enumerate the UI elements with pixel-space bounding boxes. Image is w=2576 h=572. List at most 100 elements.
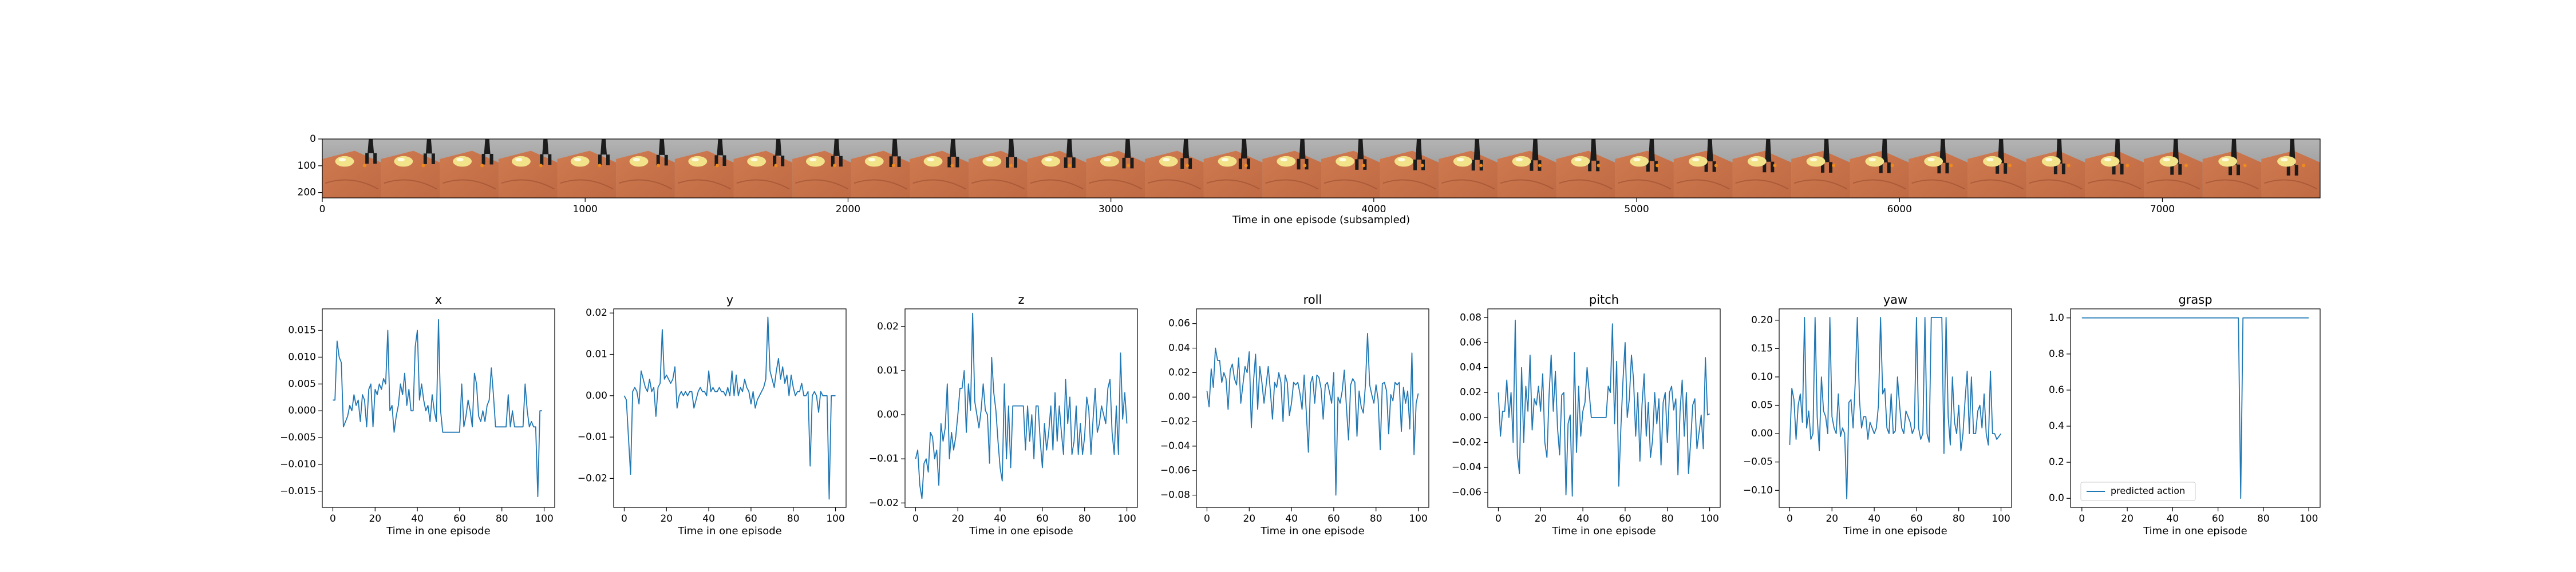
x-tick-label: 80 (2257, 513, 2270, 525)
y-tick-label: 0.00 (1460, 412, 1481, 423)
frame-thumbnail (2202, 139, 2262, 198)
frame-thumbnail (557, 139, 617, 198)
plot-pitch: pitch 0 20 40 60 80 100 −0.06 −0.04 −0.02 0.00 0.02… (1452, 293, 1721, 537)
plot-title: y (726, 293, 733, 307)
x-axis-label: Time in one episode (2143, 525, 2247, 537)
frame-thumbnail (1262, 139, 1322, 198)
x-tick-label: 20 (369, 513, 381, 525)
y-tick-label: 0.04 (1460, 362, 1481, 374)
y-tick-label: 0.02 (877, 321, 899, 332)
y-tick-label: −0.02 (578, 472, 607, 484)
x-tick-label: 0 (1787, 513, 1793, 525)
y-tick-label: 0.06 (1460, 337, 1481, 348)
x-tick-label: 0 (912, 513, 919, 525)
x-axis-label: Time in one episode (386, 525, 491, 537)
plot-title: z (1018, 293, 1024, 307)
x-tick-label: 0 (330, 513, 336, 525)
x-tick-label: 20 (1826, 513, 1838, 525)
strip-y-tick-label: 200 (298, 187, 316, 198)
plot-title: grasp (2178, 293, 2212, 307)
strip-x-tick-label: 4000 (1361, 204, 1386, 215)
y-tick-label: 0.2 (2049, 456, 2064, 468)
series-line (333, 319, 542, 498)
x-tick-label: 20 (1243, 513, 1255, 525)
y-tick-label: 0.4 (2049, 420, 2064, 432)
plot-title: pitch (1589, 293, 1619, 307)
y-tick-label: 0.05 (1751, 400, 1773, 411)
frame-thumbnail (969, 139, 1028, 198)
y-tick-label: −0.04 (1160, 440, 1190, 452)
y-tick-label: 0.00 (877, 409, 899, 420)
plot-frame (613, 308, 847, 508)
plot-frame (1779, 308, 2012, 508)
y-tick-label: 0.02 (1460, 387, 1481, 398)
x-tick-label: 40 (1285, 513, 1298, 525)
frame-thumbnail (792, 139, 852, 198)
x-tick-label: 20 (660, 513, 673, 525)
frame-thumbnail (851, 139, 910, 198)
plot-frame (1196, 308, 1429, 508)
y-tick-label: 1.0 (2049, 312, 2064, 324)
frame-thumbnail (2026, 139, 2085, 198)
frame-thumbnail (2085, 139, 2144, 198)
x-tick-label: 100 (1700, 513, 1718, 525)
frame-thumbnail (733, 139, 793, 198)
x-tick-label: 80 (496, 513, 508, 525)
y-tick-label: 0.08 (1460, 312, 1481, 323)
strip-y-tick-label: 0 (310, 133, 316, 145)
y-tick-label: 0.20 (1751, 315, 1773, 326)
frame-thumbnail (1909, 139, 1968, 198)
legend-label: predicted action (2111, 486, 2185, 496)
y-tick-label: 0.005 (288, 378, 316, 390)
frame-thumbnail (1673, 139, 1733, 198)
x-tick-label: 40 (411, 513, 424, 525)
y-tick-label: 0.00 (1168, 391, 1190, 403)
y-tick-label: −0.02 (1452, 437, 1481, 448)
x-tick-label: 40 (2167, 513, 2179, 525)
series-line (1498, 319, 1710, 497)
x-tick-label: 20 (2121, 513, 2134, 525)
y-tick-label: 0.01 (586, 349, 607, 360)
y-tick-label: −0.06 (1160, 465, 1190, 476)
x-tick-label: 60 (453, 513, 466, 525)
x-tick-label: 60 (1036, 513, 1049, 525)
frame-thumbnail (1850, 139, 1909, 198)
y-tick-label: −0.06 (1452, 487, 1481, 498)
x-tick-label: 20 (1534, 513, 1547, 525)
x-tick-label: 100 (1117, 513, 1136, 525)
frame-thumbnail (381, 139, 440, 198)
x-axis-label: Time in one episode (1260, 525, 1365, 537)
x-axis-label: Time in one episode (1843, 525, 1947, 537)
x-tick-label: 40 (994, 513, 1006, 525)
frames (322, 139, 2320, 198)
series-line (2081, 317, 2309, 499)
x-tick-label: 0 (2079, 513, 2085, 525)
frame-thumbnail (322, 139, 382, 198)
x-tick-label: 80 (1078, 513, 1091, 525)
plot-yaw: yaw 0 20 40 60 80 100 −0.10 −0.05 0.00 0.05 0.10 0.1… (1743, 293, 2012, 537)
x-tick-label: 60 (2212, 513, 2225, 525)
plot-title: yaw (1883, 293, 1907, 307)
frame-thumbnail (1556, 139, 1615, 198)
plot-title: x (435, 293, 442, 307)
strip-frame (322, 138, 2321, 198)
y-tick-label: 0.15 (1751, 343, 1773, 354)
strip-x-tick-label: 2000 (836, 204, 860, 215)
frame-thumbnail (2144, 139, 2203, 198)
strip-x-tick-label: 0 (319, 204, 326, 215)
series-line (1789, 316, 2002, 500)
frame-thumbnail (1497, 139, 1557, 198)
frame-thumbnail (910, 139, 969, 198)
y-tick-label: 0.10 (1751, 371, 1773, 383)
plot-frame (2070, 308, 2321, 508)
x-tick-label: 100 (535, 513, 553, 525)
y-tick-label: 0.000 (288, 405, 316, 416)
frame-thumbnail (1321, 139, 1381, 198)
series-line (623, 316, 836, 500)
x-tick-label: 40 (1577, 513, 1589, 525)
x-tick-label: 60 (1910, 513, 1923, 525)
plot-y: y 0 20 40 60 80 100 −0.02 −0.01 0.00 0.01 0.02 Time … (578, 293, 847, 537)
y-tick-label: 0.0 (2049, 492, 2064, 504)
x-tick-label: 80 (787, 513, 800, 525)
series-line (1206, 332, 1419, 496)
